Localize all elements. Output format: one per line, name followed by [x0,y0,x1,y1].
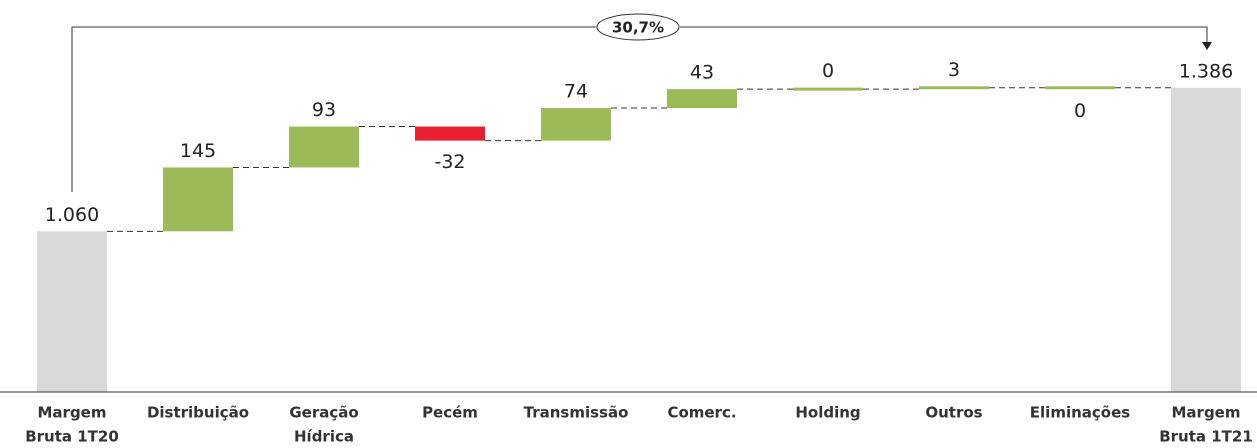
value-label: 0 [822,60,834,82]
bracket-line [71,26,596,192]
x-tick-label: Margem [38,404,107,422]
annotation: 30,7% [612,19,664,37]
x-tick-label: Distribuição [147,404,249,422]
bar [1171,87,1241,392]
value-label: 74 [564,81,588,103]
value-label: 3 [948,59,960,81]
bracket-line [680,26,1208,44]
value-label: 1.060 [45,204,99,226]
x-tick-label: Holding [795,404,860,422]
bar [793,87,863,91]
bar [163,167,233,232]
bar [919,86,989,90]
x-tick-label: Comerc. [667,404,736,422]
value-label: 93 [312,99,336,121]
bracket-arrow [1202,42,1212,50]
value-label: 0 [1074,100,1086,122]
bar [667,89,737,109]
x-tick-label: Margem [1172,404,1241,422]
growth-bracket: 30,7% [71,13,1212,192]
x-tick-label: Hídrica [294,428,354,446]
x-tick-label: Bruta 1T21 [1159,428,1253,446]
x-tick-label: Geração [289,404,358,422]
bar [1045,86,1115,90]
value-label: 145 [180,140,216,162]
bar [37,231,107,392]
x-tick-label: Outros [925,404,982,422]
x-tick-label: Bruta 1T20 [25,428,119,446]
x-tick-label: Eliminações [1030,404,1130,422]
value-label: 43 [690,62,714,84]
value-label: -32 [434,151,465,173]
x-tick-label: Pecém [422,404,478,422]
annotation-ellipse [596,13,680,41]
bar [289,126,359,168]
value-label: 1.386 [1179,60,1233,82]
bar [415,126,485,141]
x-tick-label: Transmissão [524,404,629,422]
bar [541,108,611,141]
